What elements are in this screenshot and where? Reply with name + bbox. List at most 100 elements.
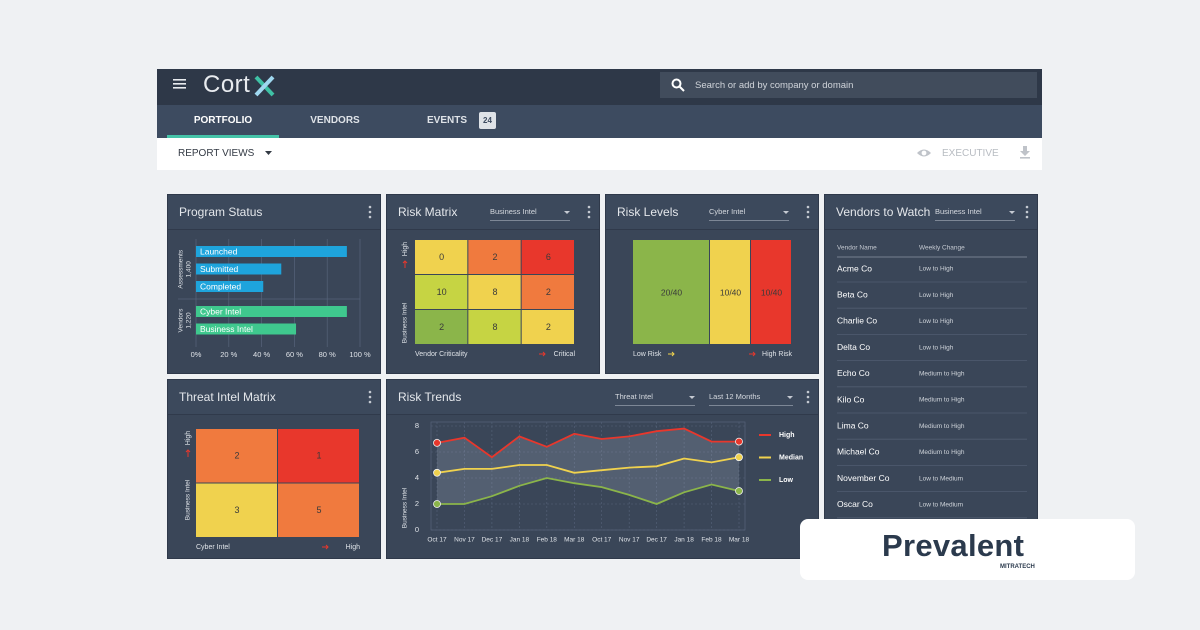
matrix-cell — [468, 240, 521, 274]
risk-level-label: 20/40 — [661, 287, 683, 297]
x-tick-label: Dec 17 — [646, 537, 667, 544]
x-tick-label: 60 % — [286, 350, 303, 359]
tab[interactable]: PORTFOLIO — [167, 105, 279, 138]
vendor-name: Beta Co — [837, 289, 868, 299]
bar-label: Cyber Intel — [200, 306, 241, 316]
bar-label: Completed — [200, 281, 241, 291]
risk-level-block — [633, 240, 709, 344]
risk-level-label: 10/40 — [761, 287, 783, 297]
matrix-cell — [468, 310, 521, 344]
arrow-icon — [322, 544, 329, 550]
cell-value: 10 — [437, 287, 447, 297]
x-tick-label: Dec 17 — [482, 537, 503, 544]
matrix-cell — [196, 483, 277, 537]
menu-dot — [368, 215, 372, 219]
legend-label: Median — [779, 454, 803, 461]
search-placeholder: Search or add by company or domain — [695, 80, 854, 91]
search-icon — [671, 78, 685, 92]
x-axis-label: Vendor Criticality — [415, 351, 468, 358]
risk-levels-panel: Risk Levels Cyber Intel 20/40 10/40 10/40 L… — [605, 194, 819, 374]
report-views[interactable]: REPORT VIEWS — [178, 148, 255, 159]
matrix-cell — [415, 240, 468, 274]
risk-trends-chart: 0 2 4 6 8 Oct 17 Nov 17 Dec 17 Jan 18 Feb 18 Mar 1… — [402, 390, 810, 544]
bar-label: Business Intel — [200, 324, 253, 334]
tab[interactable]: VENDORS — [310, 115, 360, 126]
search-box[interactable]: Search or add by company or domain — [660, 72, 1037, 98]
matrix-cell — [196, 429, 277, 483]
panel-title: Risk Matrix — [398, 205, 458, 219]
end-point — [735, 437, 743, 446]
bar — [196, 246, 347, 257]
matrix-cell — [278, 429, 359, 483]
program-status-panel: Program Status 0% 20 % 40 % 60 % 80 % 100 % As… — [167, 194, 381, 374]
bar-label: Submitted — [200, 264, 239, 274]
executive-view[interactable]: EXECUTIVE — [942, 148, 999, 159]
menu-dot — [1025, 205, 1029, 209]
cell-value: 2 — [234, 451, 239, 461]
arrow-icon — [668, 351, 675, 357]
badge-name: Prevalent — [882, 528, 1025, 563]
x-axis-end: Critical — [554, 351, 576, 358]
vendor-name: Michael Co — [837, 447, 880, 457]
risk-trends-panel: Risk Trends Threat Intel Last 12 Months … — [386, 379, 819, 559]
download-icon[interactable] — [1019, 146, 1031, 160]
brand: Cort — [203, 71, 251, 98]
cell-value: 6 — [546, 252, 551, 262]
y-tick-label: 8 — [415, 421, 419, 430]
risk-matrix-panel: Risk Matrix Business Intel 0 2 6 10 8 2 2 8 2 Hig… — [386, 194, 600, 374]
y-axis-label: Business Intel — [402, 487, 409, 528]
group-count: 1,220 — [186, 312, 193, 329]
vendors-table: Vendor Name Weekly Change Acme Co Low to Hi… — [837, 205, 1029, 519]
y-tick-label: 4 — [415, 473, 419, 482]
filter-dropdown[interactable]: Cyber Intel — [709, 207, 789, 221]
program-status-chart: 0% 20 % 40 % 60 % 80 % 100 % Assessments 1,400 L… — [178, 205, 372, 359]
risk-matrix: 0 2 6 10 8 2 2 8 2 High Business Intel Vendor Criti… — [402, 205, 591, 358]
x-tick-label: Mar 18 — [564, 537, 585, 544]
x-tick-label: Jan 18 — [510, 537, 530, 544]
tab[interactable]: EVENTS — [426, 115, 467, 126]
vendor-badge: Prevalent MITRATECH — [800, 519, 1135, 580]
brand-logo — [254, 75, 275, 97]
arrow-icon — [402, 260, 408, 268]
risk-levels: 20/40 10/40 10/40 Low Risk High Risk — [633, 205, 810, 358]
vendor-name: Delta Co — [837, 342, 870, 352]
panel-title: Risk Levels — [617, 205, 679, 219]
series-line — [436, 456, 740, 474]
arrow-icon — [185, 449, 191, 457]
y-axis-label: Business Intel — [185, 479, 192, 520]
cell-value: 3 — [234, 505, 239, 515]
column-header: Weekly Change — [919, 245, 965, 252]
menu-dot — [587, 210, 591, 214]
filter-dropdown[interactable]: Last 12 Months — [709, 392, 793, 406]
caret — [265, 151, 272, 155]
end-point — [433, 468, 441, 477]
menu-icon[interactable] — [173, 77, 187, 91]
matrix-cell — [521, 310, 574, 344]
menu-dot — [806, 395, 810, 399]
filter-dropdown[interactable]: Business Intel — [935, 207, 1015, 221]
vendor-name: Oscar Co — [837, 499, 873, 509]
filter-dropdown[interactable]: Business Intel — [490, 207, 570, 221]
caret — [783, 211, 789, 214]
weekly-change: Low to High — [919, 266, 954, 273]
menu-dot — [587, 215, 591, 219]
y-tick-label: 2 — [415, 499, 419, 508]
panel-title: Vendors to Watch — [836, 205, 931, 219]
menu-dot — [368, 210, 372, 214]
end-point — [433, 439, 441, 447]
x-tick-label: Jan 18 — [674, 537, 694, 544]
high-label: High Risk — [762, 351, 792, 358]
cell-value: 5 — [316, 505, 321, 515]
y-axis-top: High — [185, 431, 192, 446]
filter-dropdown[interactable]: Threat Intel — [615, 392, 695, 406]
end-point — [735, 487, 743, 495]
y-tick-label: 6 — [415, 447, 419, 456]
weekly-change: Low to Medium — [919, 502, 963, 509]
weekly-change: Low to Medium — [919, 475, 963, 482]
menu-dot — [806, 215, 810, 219]
group-label: Vendors — [178, 308, 185, 333]
menu-dot — [368, 390, 372, 394]
x-tick-label: Oct 17 — [427, 537, 447, 544]
x-tick-label: Feb 18 — [701, 537, 722, 544]
panel-title: Threat Intel Matrix — [179, 390, 276, 404]
